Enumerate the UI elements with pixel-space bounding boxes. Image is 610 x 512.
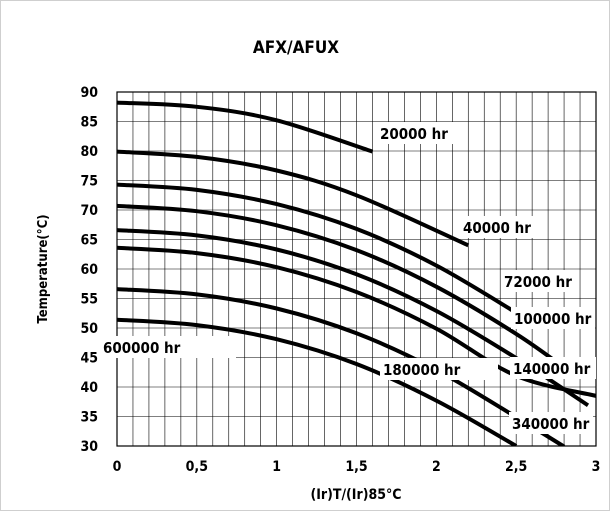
- y-tick-label: 85: [80, 115, 98, 131]
- curve-label-mask: [510, 357, 596, 379]
- curve-label-mask: [100, 336, 236, 358]
- curve-label: 20000 hr: [380, 125, 448, 143]
- y-tick-label: 40: [80, 380, 98, 396]
- x-tick-label: 3: [592, 459, 601, 475]
- curve-label-mask: [377, 122, 457, 144]
- x-tick-label: 1: [272, 459, 281, 475]
- x-tick-label: 0,5: [186, 459, 208, 475]
- y-tick-label: 90: [80, 85, 98, 101]
- curve-label: 72000 hr: [504, 273, 572, 291]
- curve-label: 140000 hr: [513, 360, 591, 378]
- series-line-2: [117, 182, 518, 315]
- curve-label-mask: [511, 307, 595, 329]
- y-tick-label: 70: [80, 203, 98, 219]
- series-line-0: [117, 100, 374, 154]
- y-tick-label: 35: [80, 410, 98, 426]
- y-axis-label: Temperature(°C): [36, 214, 51, 323]
- curve-label-mask: [380, 358, 498, 380]
- curve-labels: 20000 hr 40000 hr 72000 hr 100000 hr 140000 …: [100, 122, 596, 434]
- curve-label: 100000 hr: [514, 310, 592, 328]
- curve-label: 180000 hr: [383, 361, 461, 379]
- x-tick-label: 2,5: [505, 459, 527, 475]
- chart-title: AFX/AFUX: [253, 38, 339, 58]
- curve-label: 340000 hr: [512, 415, 590, 433]
- x-tick-label: 0: [113, 459, 122, 475]
- curve-label-mask: [509, 412, 593, 434]
- curve-label-mask: [460, 216, 534, 238]
- curve-label-mask: [501, 270, 573, 292]
- y-tick-label: 80: [80, 144, 98, 160]
- y-tick-label: 55: [80, 292, 98, 308]
- y-tick-label: 45: [80, 351, 98, 367]
- series-line-3: [117, 203, 566, 370]
- y-tick-label: 30: [80, 439, 98, 455]
- series-line-1: [117, 149, 470, 248]
- curve-label: 40000 hr: [463, 219, 531, 237]
- x-tick-label: 1,5: [345, 459, 367, 475]
- plot-border: [116, 91, 597, 447]
- y-tick-labels: 30 35 40 45 50 55 60 65 70 75 80 85 90: [80, 85, 98, 455]
- y-tick-label: 50: [80, 321, 98, 337]
- y-tick-label: 75: [80, 174, 98, 190]
- x-tick-labels: 0 0,5 1 1,5 2 2,5 3: [113, 459, 601, 475]
- y-tick-label: 65: [80, 233, 98, 249]
- x-axis-label: (Ir)T/(Ir)85°C: [310, 487, 401, 503]
- x-tick-label: 2: [432, 459, 441, 475]
- y-tick-label: 60: [80, 262, 98, 278]
- series-line-7: [117, 317, 518, 446]
- curve-label: 600000 hr: [103, 339, 181, 357]
